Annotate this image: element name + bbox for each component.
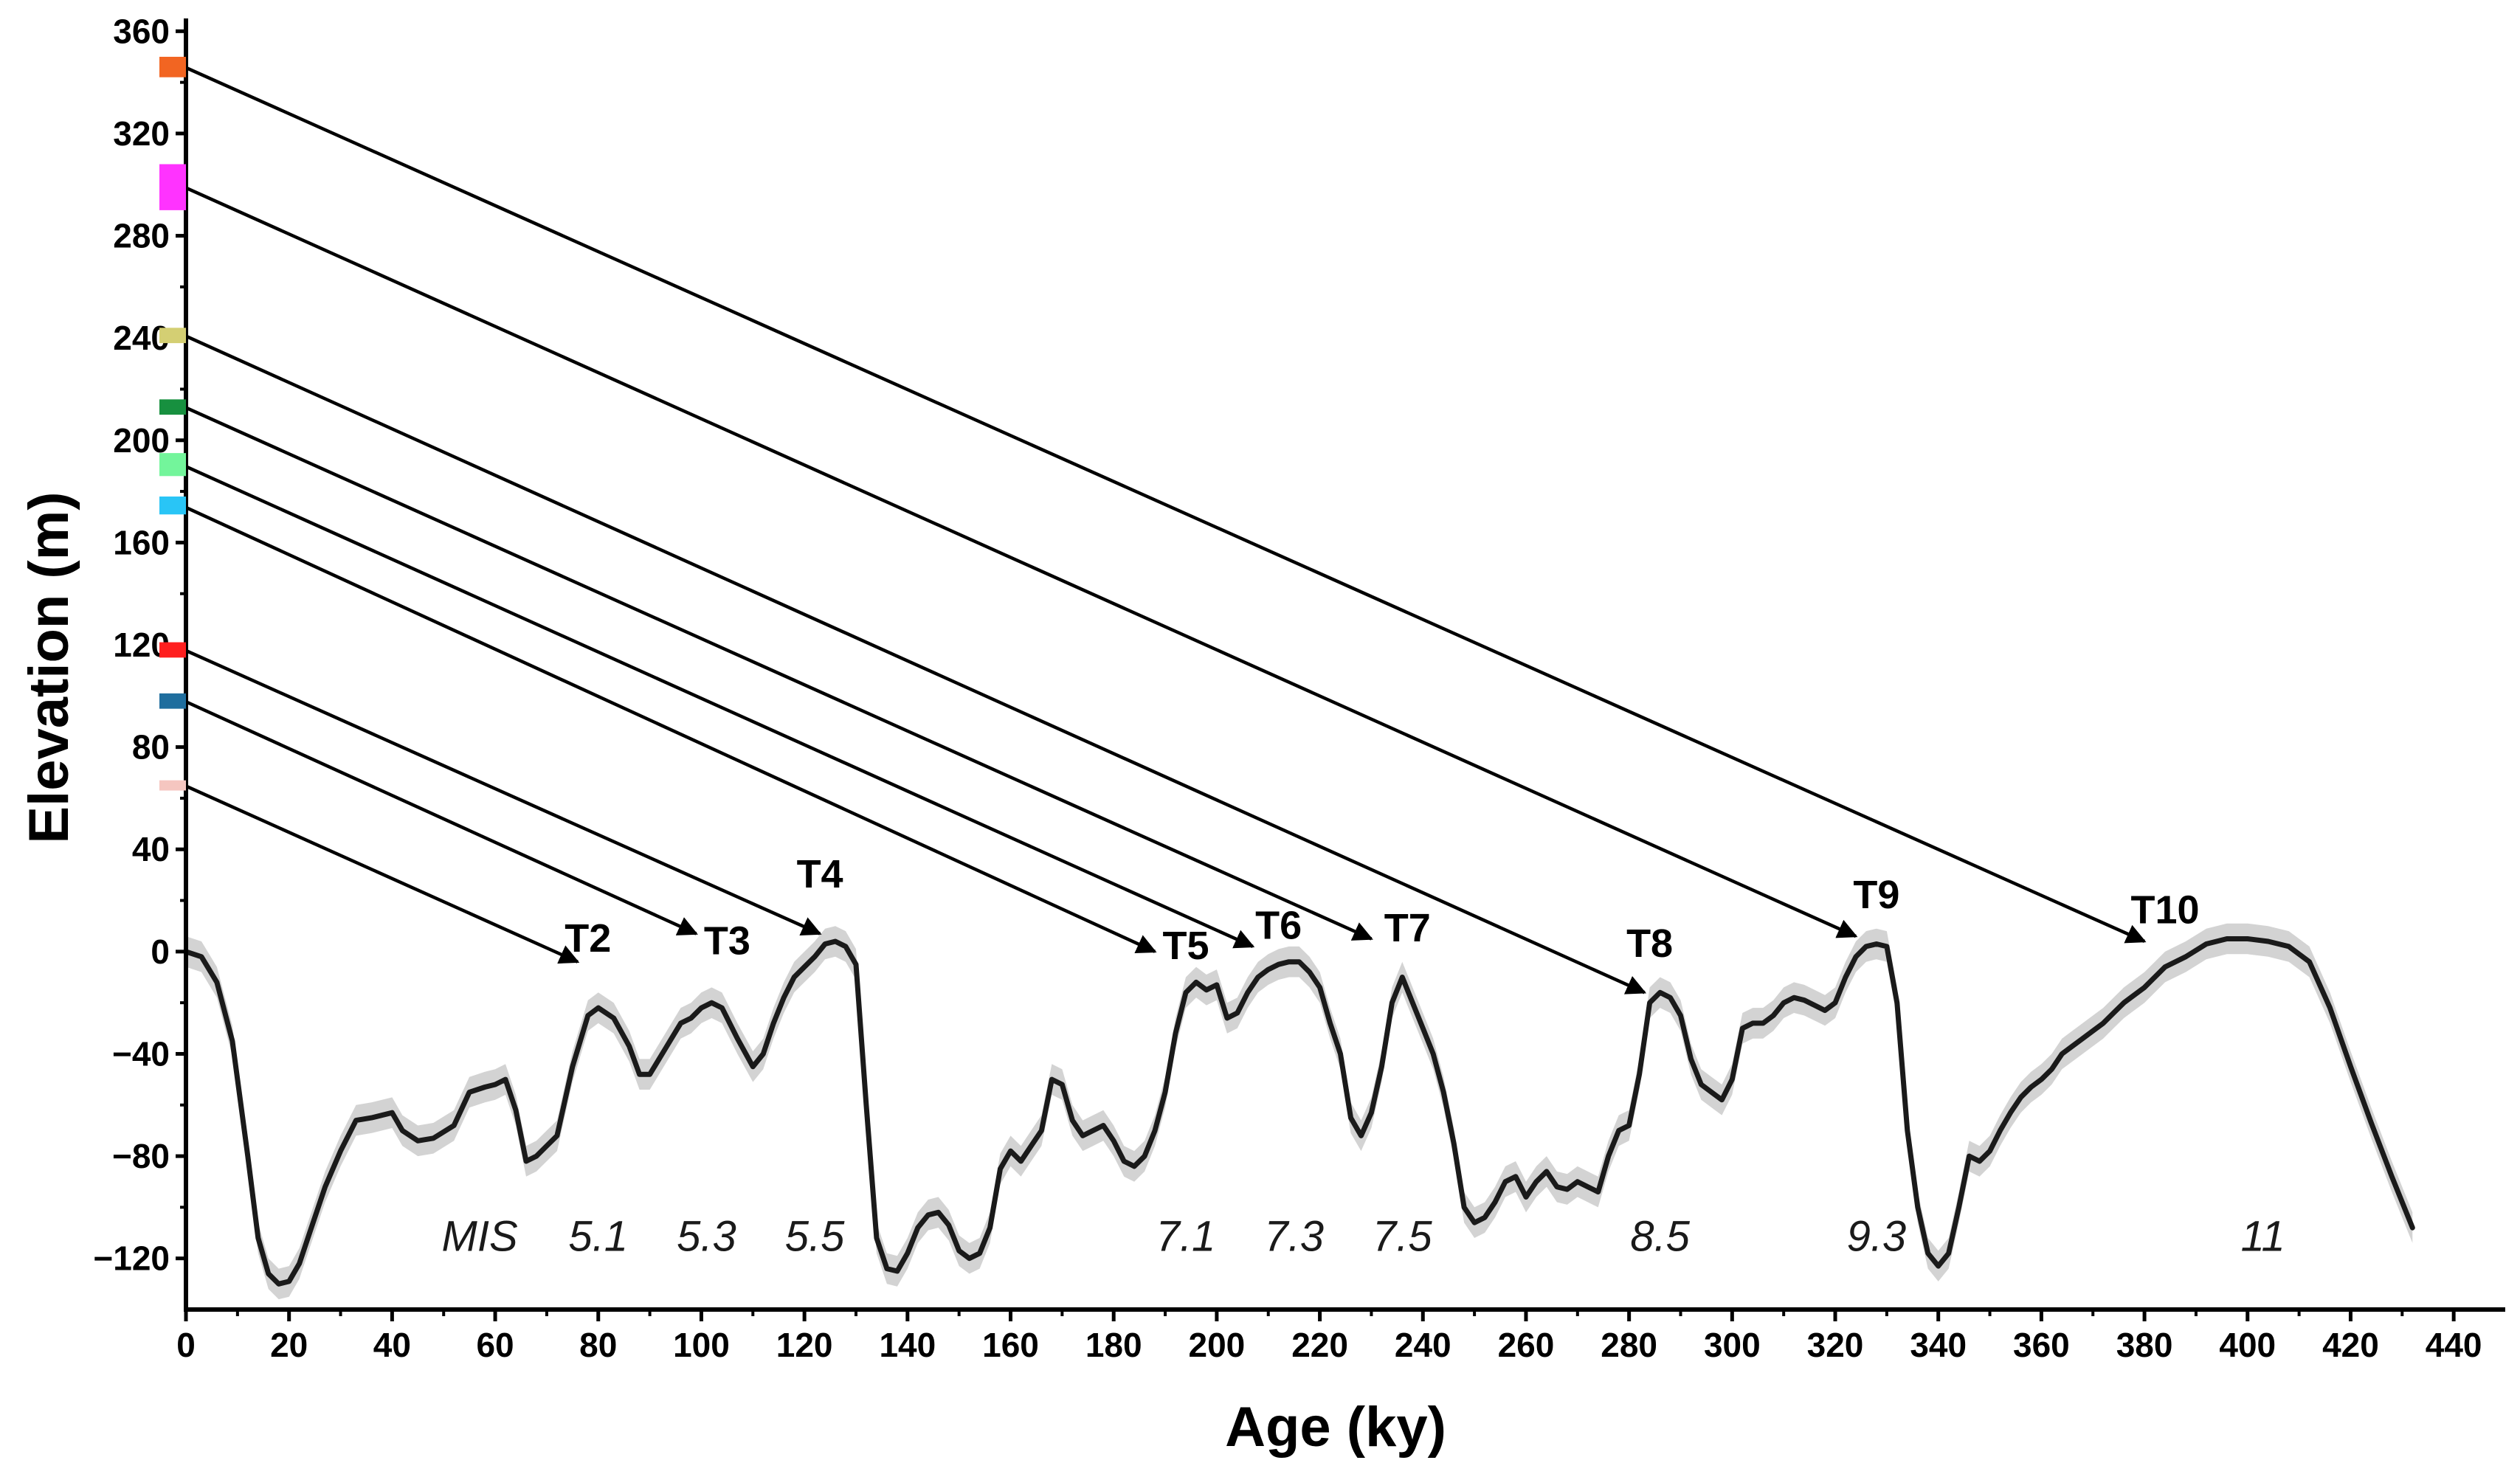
x-tick-label: 180: [1085, 1326, 1142, 1364]
y-tick-label: 80: [132, 728, 170, 767]
mis-label: 7.5: [1373, 1212, 1432, 1260]
y-tick-label: 160: [113, 523, 170, 561]
correlation-arrow: [184, 648, 822, 936]
x-tick-label: 340: [1910, 1326, 1967, 1364]
mis-label: 5.5: [785, 1212, 845, 1260]
axes: −120 −80 −40 0 40 80 120 160 200 240 280 320 360 0 20 4…: [93, 12, 2505, 1364]
x-tick-label: 440: [2426, 1326, 2482, 1364]
terrace-marker: [159, 453, 186, 477]
correlation-arrow: [184, 333, 1647, 995]
terrace-marker: [159, 497, 186, 515]
y-tick-label: −80: [112, 1137, 170, 1175]
mis-label: 7.1: [1156, 1212, 1216, 1260]
x-tick-label: 280: [1601, 1326, 1657, 1364]
terrace-label: T9: [1853, 873, 1899, 917]
x-tick-label: 400: [2219, 1326, 2276, 1364]
uncertainty-band: [186, 923, 2413, 1300]
y-tick-label: 360: [113, 12, 170, 50]
mis-label: 5.3: [677, 1212, 736, 1260]
x-tick-label: 0: [176, 1326, 196, 1364]
annotation-labels-layer: T2 T3 T4 T5 T6 T7 T8 T9 T10 MIS 5.1 5.3 5.5 7.1 7.3 7.5…: [442, 852, 2285, 1260]
x-tick-label: 240: [1395, 1326, 1451, 1364]
terrace-marker: [159, 56, 186, 77]
terrace-marker: [159, 693, 186, 709]
y-axis-title: Elevation (m): [18, 491, 80, 843]
x-tick-label: 200: [1189, 1326, 1246, 1364]
terrace-marker: [159, 642, 186, 658]
sea-level-line: [183, 936, 2415, 1287]
correlation-arrow: [184, 65, 2147, 944]
terrace-label: T6: [1255, 904, 1302, 948]
x-tick-label: 60: [476, 1326, 514, 1364]
y-tick-label: 0: [151, 933, 170, 971]
mis-label: 9.3: [1847, 1212, 1907, 1260]
x-tick-label: 100: [673, 1326, 730, 1364]
x-tick-label: 420: [2322, 1326, 2379, 1364]
correlation-arrow: [184, 405, 1373, 941]
terrace-label: T10: [2130, 888, 2199, 933]
x-tick-label: 20: [270, 1326, 308, 1364]
correlation-arrow: [184, 185, 1858, 938]
x-tick-label: 120: [776, 1326, 833, 1364]
terrace-label: T3: [704, 919, 750, 963]
y-tick-label: 40: [132, 830, 170, 868]
x-tick-label: 320: [1807, 1326, 1864, 1364]
y-tick-label: 280: [113, 217, 170, 255]
sea-level-curve-layer: [183, 936, 2415, 1287]
terrace-marker: [159, 780, 186, 791]
mis-label: 5.1: [568, 1212, 628, 1260]
y-tick-label: −120: [93, 1239, 170, 1278]
terrace-markers-layer: [159, 56, 186, 791]
correlation-arrow: [184, 699, 698, 935]
mis-label: 7.3: [1264, 1212, 1324, 1260]
terrace-label: T5: [1162, 924, 1209, 968]
x-tick-label: 160: [982, 1326, 1039, 1364]
correlation-arrow: [184, 464, 1255, 949]
x-tick-label: 300: [1704, 1326, 1761, 1364]
terrace-marker: [159, 399, 186, 415]
y-tick-label: −40: [112, 1034, 170, 1073]
x-axis-title: Age (ky): [1225, 1396, 1446, 1459]
terrace-label: T4: [797, 852, 843, 896]
x-tick-label: 380: [2116, 1326, 2173, 1364]
terrace-marker: [159, 164, 186, 210]
terrace-label: T8: [1626, 921, 1673, 966]
y-tick-label: 320: [113, 114, 170, 153]
x-tick-label: 80: [579, 1326, 617, 1364]
x-tick-label: 40: [373, 1326, 411, 1364]
uncertainty-band-layer: [186, 923, 2413, 1300]
terrace-label: T7: [1384, 906, 1431, 950]
x-tick-label: 360: [2013, 1326, 2070, 1364]
correlation-arrows-layer: [184, 65, 2147, 995]
x-tick-label: 220: [1291, 1326, 1348, 1364]
correlation-arrow: [184, 784, 580, 964]
terrace-marker: [159, 328, 186, 344]
mis-label: MIS: [442, 1212, 518, 1260]
terrace-label: T2: [565, 916, 611, 961]
correlation-arrow: [184, 505, 1157, 953]
x-tick-label: 140: [879, 1326, 936, 1364]
x-tick-label: 260: [1498, 1326, 1555, 1364]
mis-label: 11: [2241, 1212, 2285, 1260]
mis-label: 8.5: [1630, 1212, 1690, 1260]
